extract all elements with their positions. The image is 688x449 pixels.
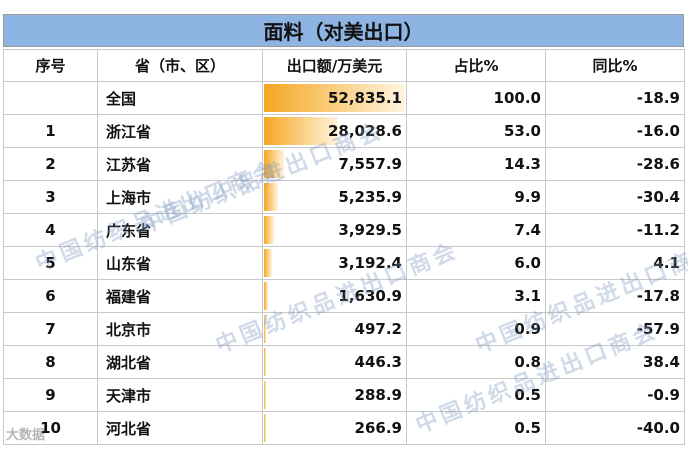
cell-province: 北京市	[97, 312, 263, 346]
export-data-bar	[264, 249, 273, 277]
cell-yoy: -0.9	[545, 378, 685, 412]
cell-yoy: 38.4	[545, 345, 685, 379]
cell-yoy: -40.0	[545, 411, 685, 445]
cell-rank	[3, 81, 98, 115]
export-value: 28,028.6	[327, 122, 402, 140]
header-row: 序号 省（市、区） 出口额/万美元 占比% 同比%	[3, 49, 685, 82]
cell-rank: 7	[3, 312, 98, 346]
export-data-bar	[264, 315, 266, 343]
cell-export: 28,028.6	[262, 114, 407, 148]
cell-province: 湖北省	[97, 345, 263, 379]
cell-share: 9.9	[406, 180, 546, 214]
cell-province: 江苏省	[97, 147, 263, 181]
cell-yoy: -16.0	[545, 114, 685, 148]
cell-yoy: -57.9	[545, 312, 685, 346]
cell-province: 上海市	[97, 180, 263, 214]
cell-share: 14.3	[406, 147, 546, 181]
cell-yoy: 4.1	[545, 246, 685, 280]
export-value: 446.3	[354, 353, 402, 371]
cell-share: 0.8	[406, 345, 546, 379]
cell-export: 446.3	[262, 345, 407, 379]
cell-rank: 6	[3, 279, 98, 313]
cell-export: 7,557.9	[262, 147, 407, 181]
export-data-bar	[264, 216, 275, 244]
cell-share: 53.0	[406, 114, 546, 148]
table-row: 全国 52,835.1 100.0 -18.9	[3, 81, 685, 115]
cell-export: 497.2	[262, 312, 407, 346]
cell-province: 山东省	[97, 246, 263, 280]
table-row: 9 天津市 288.9 0.5 -0.9	[3, 378, 685, 412]
cell-share: 0.5	[406, 411, 546, 445]
cell-export: 1,630.9	[262, 279, 407, 313]
export-data-bar	[264, 282, 269, 310]
cell-province: 福建省	[97, 279, 263, 313]
export-value: 497.2	[354, 320, 402, 338]
export-data-bar	[264, 183, 278, 211]
export-value: 288.9	[354, 386, 402, 404]
cell-share: 3.1	[406, 279, 546, 313]
table-row: 10 河北省 266.9 0.5 -40.0	[3, 411, 685, 445]
header-export: 出口额/万美元	[262, 49, 407, 82]
cell-rank: 4	[3, 213, 98, 247]
header-rank: 序号	[3, 49, 98, 82]
cell-province: 浙江省	[97, 114, 263, 148]
cell-export: 288.9	[262, 378, 407, 412]
cell-rank: 2	[3, 147, 98, 181]
cell-share: 7.4	[406, 213, 546, 247]
header-share: 占比%	[406, 49, 546, 82]
export-data-bar	[264, 84, 404, 112]
export-value: 52,835.1	[327, 89, 402, 107]
cell-province: 全国	[97, 81, 263, 115]
export-table: 序号 省（市、区） 出口额/万美元 占比% 同比% 全国 52,835.1 100.…	[3, 49, 685, 445]
export-data-bar	[264, 117, 339, 145]
cell-yoy: -30.4	[545, 180, 685, 214]
export-data-bar	[264, 150, 285, 178]
cell-rank: 8	[3, 345, 98, 379]
cell-export: 52,835.1	[262, 81, 407, 115]
cell-rank: 5	[3, 246, 98, 280]
table-row: 2 江苏省 7,557.9 14.3 -28.6	[3, 147, 685, 181]
export-value: 1,630.9	[338, 287, 402, 305]
cell-share: 0.9	[406, 312, 546, 346]
table-title: 面料（对美出口）	[3, 14, 684, 47]
cell-yoy: -17.8	[545, 279, 685, 313]
export-value: 266.9	[354, 419, 402, 437]
cell-rank: 1	[3, 114, 98, 148]
cell-yoy: -11.2	[545, 213, 685, 247]
header-yoy: 同比%	[545, 49, 685, 82]
cell-rank: 10	[3, 411, 98, 445]
cell-yoy: -18.9	[545, 81, 685, 115]
cell-share: 100.0	[406, 81, 546, 115]
table-row: 7 北京市 497.2 0.9 -57.9	[3, 312, 685, 346]
table-row: 1 浙江省 28,028.6 53.0 -16.0	[3, 114, 685, 148]
header-province: 省（市、区）	[97, 49, 263, 82]
table-row: 5 山东省 3,192.4 6.0 4.1	[3, 246, 685, 280]
cell-yoy: -28.6	[545, 147, 685, 181]
export-value: 3,929.5	[338, 221, 402, 239]
cell-province: 河北省	[97, 411, 263, 445]
export-value: 5,235.9	[338, 188, 402, 206]
table-row: 8 湖北省 446.3 0.8 38.4	[3, 345, 685, 379]
cell-share: 0.5	[406, 378, 546, 412]
cell-export: 3,929.5	[262, 213, 407, 247]
table-row: 4 广东省 3,929.5 7.4 -11.2	[3, 213, 685, 247]
export-value: 3,192.4	[338, 254, 402, 272]
cell-province: 天津市	[97, 378, 263, 412]
table-row: 3 上海市 5,235.9 9.9 -30.4	[3, 180, 685, 214]
cell-export: 5,235.9	[262, 180, 407, 214]
cell-province: 广东省	[97, 213, 263, 247]
table-row: 6 福建省 1,630.9 3.1 -17.8	[3, 279, 685, 313]
export-data-bar	[264, 414, 266, 442]
export-data-bar	[264, 381, 266, 409]
export-value: 7,557.9	[338, 155, 402, 173]
cell-rank: 3	[3, 180, 98, 214]
cell-export: 266.9	[262, 411, 407, 445]
cell-export: 3,192.4	[262, 246, 407, 280]
cell-share: 6.0	[406, 246, 546, 280]
cell-rank: 9	[3, 378, 98, 412]
export-data-bar	[264, 348, 266, 376]
